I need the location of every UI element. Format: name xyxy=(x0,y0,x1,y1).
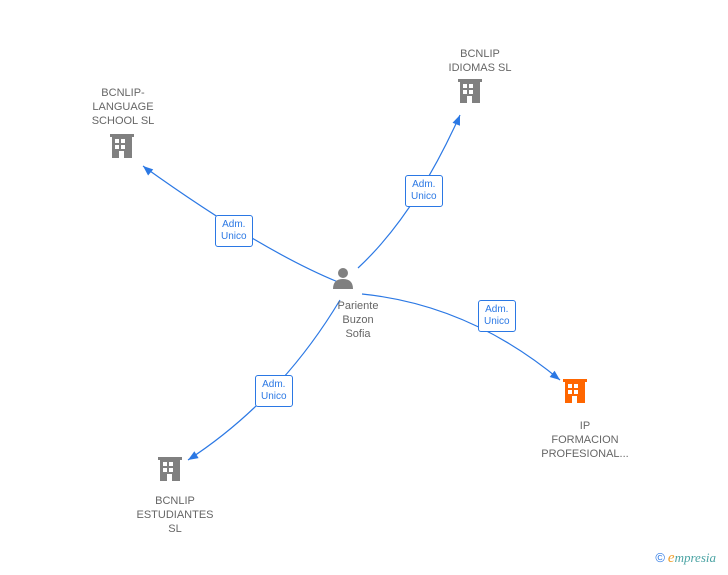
edge-label: Adm. Unico xyxy=(215,215,253,247)
company-node-label: BCNLIP ESTUDIANTES SL xyxy=(130,495,220,536)
edge-arrow xyxy=(140,163,153,176)
edge-arrow xyxy=(186,451,199,463)
company-node-label: IP FORMACION PROFESIONAL... xyxy=(530,420,640,461)
edge xyxy=(362,294,560,380)
company-node-label: BCNLIP- LANGUAGE SCHOOL SL xyxy=(80,87,166,128)
copyright-symbol: © xyxy=(655,550,665,565)
edge-arrow xyxy=(453,114,464,126)
person-node-icon xyxy=(333,267,353,294)
edge-label: Adm. Unico xyxy=(405,175,443,207)
company-node-icon xyxy=(458,77,482,108)
watermark: ©empresia xyxy=(655,550,716,567)
person-node-label: Pariente Buzon Sofia xyxy=(333,300,383,341)
edge-label: Adm. Unico xyxy=(478,300,516,332)
company-node-label: BCNLIP IDIOMAS SL xyxy=(440,48,520,76)
company-node-icon xyxy=(158,455,182,486)
edge-arrow xyxy=(550,371,563,383)
edge-label: Adm. Unico xyxy=(255,375,293,407)
company-node-icon xyxy=(110,132,134,163)
brand-rest: mpresia xyxy=(675,550,716,565)
company-node-icon xyxy=(563,377,587,408)
brand-first-letter: e xyxy=(668,550,675,566)
